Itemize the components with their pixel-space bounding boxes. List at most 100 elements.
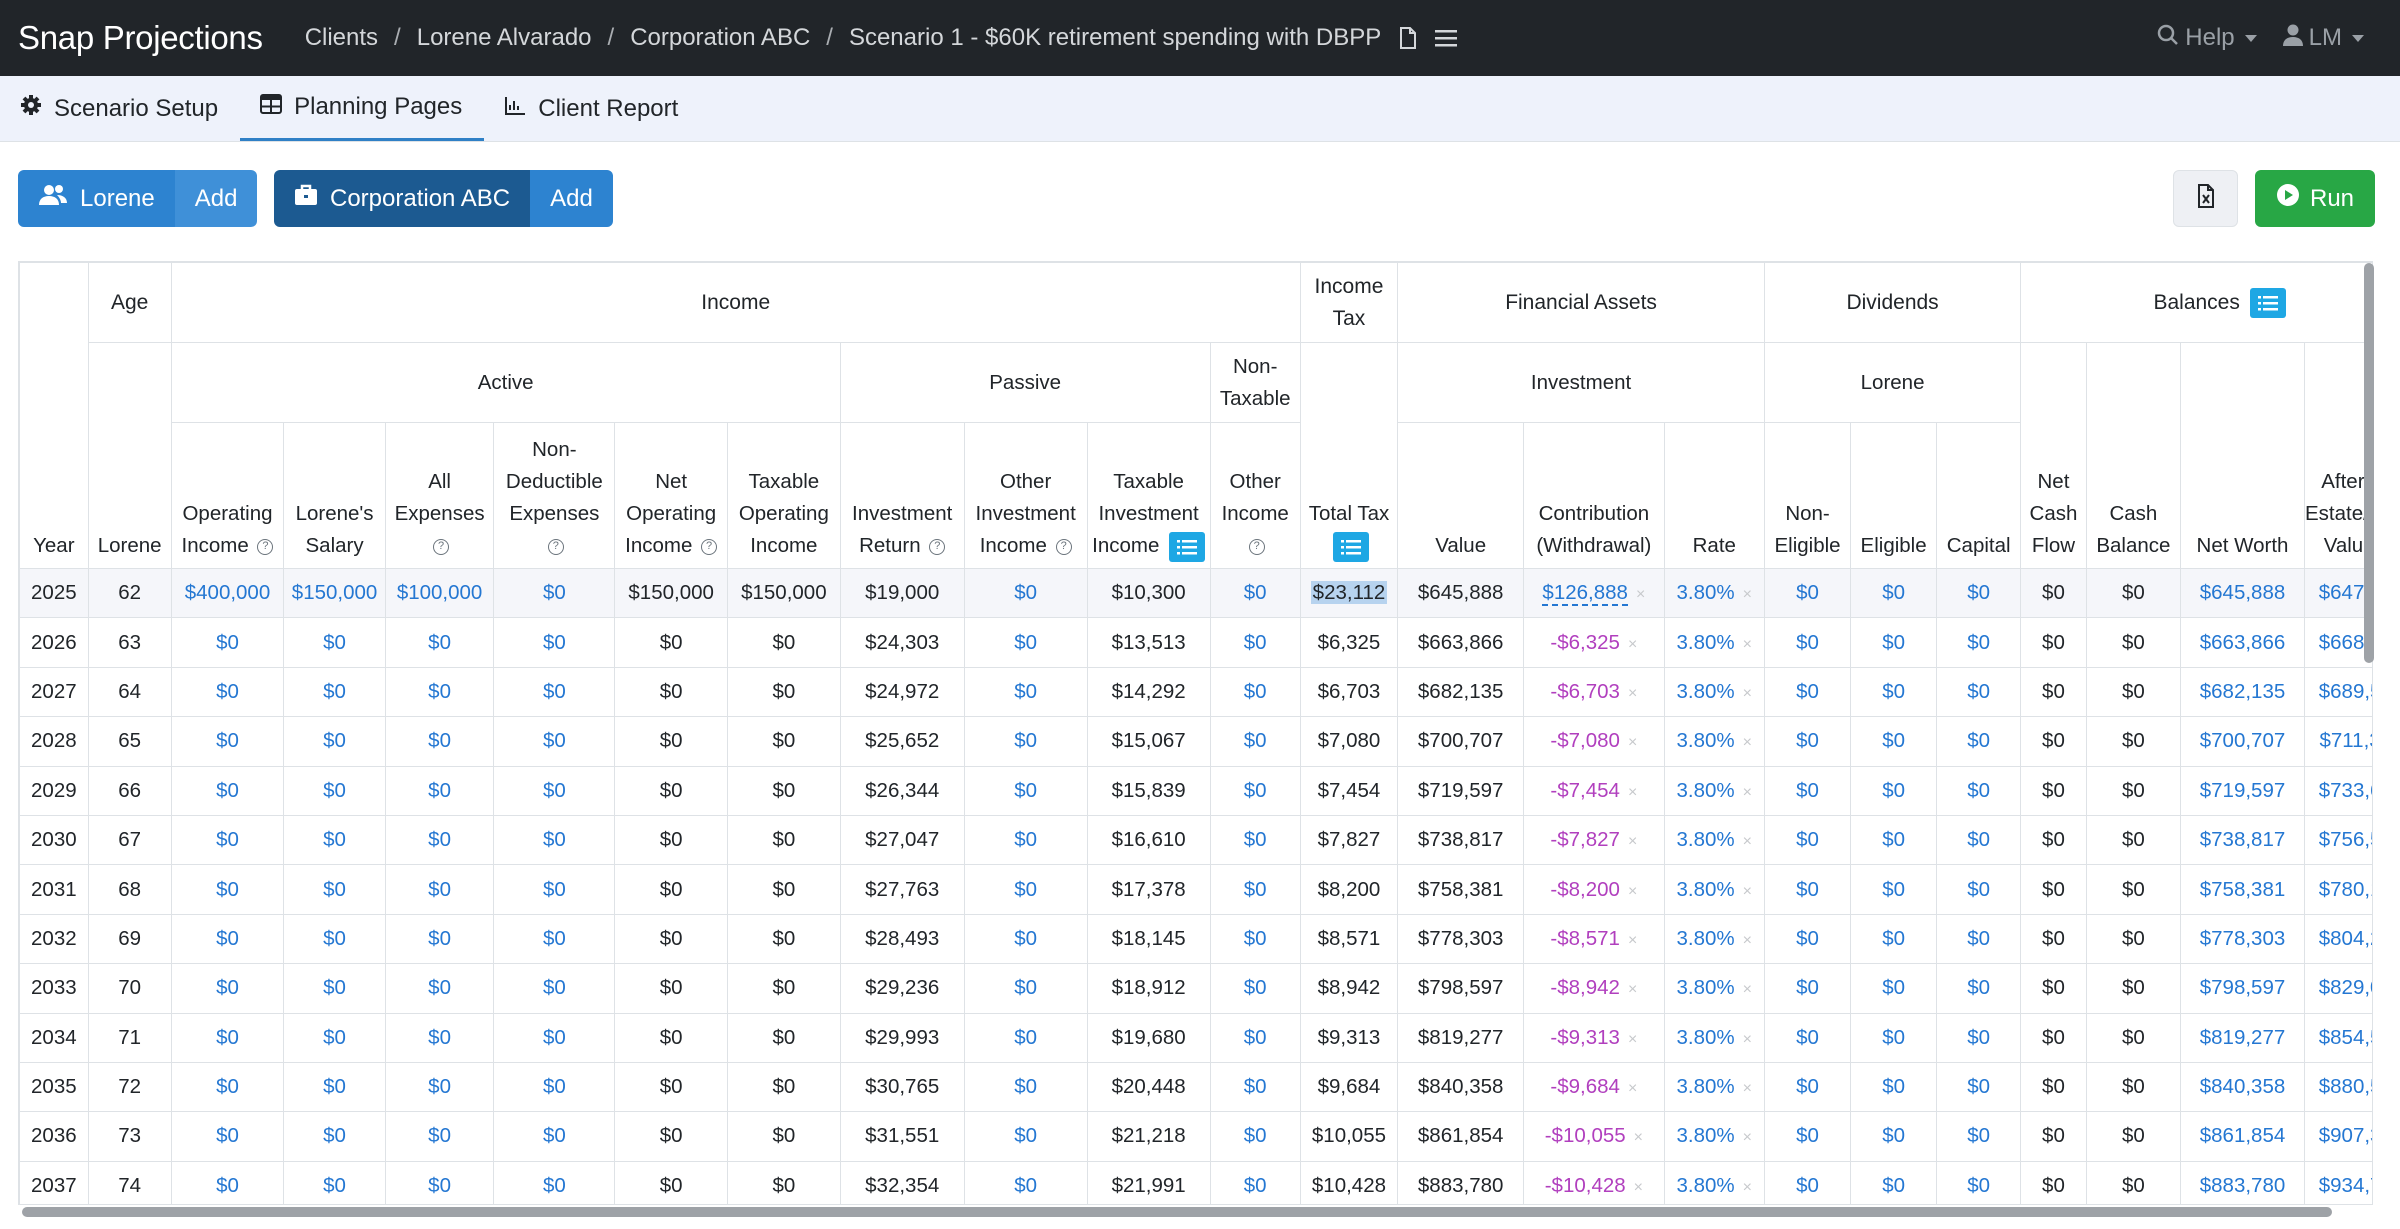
- cell-contribution[interactable]: -$7,080 ×: [1523, 716, 1665, 767]
- cell-contribution[interactable]: $126,888 ×: [1523, 567, 1665, 619]
- cell-rate[interactable]: 3.80% ×: [1663, 963, 1766, 1014]
- col-header-other-investment-income[interactable]: Other Investment Income ?: [963, 422, 1088, 569]
- col-header-operating-income[interactable]: Operating Income ?: [170, 422, 285, 569]
- col-header-taxable-operating-income[interactable]: Taxable Operating Income: [727, 422, 841, 569]
- help-dropdown[interactable]: Help: [2157, 24, 2257, 53]
- cell-capital[interactable]: $0: [1936, 716, 2022, 767]
- cell-non-deductible[interactable]: $0: [493, 963, 616, 1014]
- cell-operating-income[interactable]: $0: [170, 1111, 285, 1162]
- cell-other-income[interactable]: $0: [1209, 1012, 1301, 1063]
- cell-non-eligible[interactable]: $0: [1763, 814, 1852, 866]
- cell-after-tax-estate[interactable]: $934,762: [2304, 1160, 2372, 1204]
- cell-after-tax-estate[interactable]: $829,074: [2304, 963, 2372, 1014]
- cell-after-tax-estate[interactable]: $689,583: [2304, 666, 2372, 718]
- cell-eligible[interactable]: $0: [1850, 864, 1938, 915]
- cell-salary[interactable]: $0: [283, 864, 386, 915]
- col-header-age-person[interactable]: Lorene: [87, 342, 172, 569]
- add-person-button[interactable]: Add: [174, 170, 258, 227]
- cell-capital[interactable]: $0: [1936, 617, 2022, 668]
- total-tax-details-button[interactable]: [1332, 531, 1369, 562]
- cell-capital[interactable]: $0: [1936, 814, 2022, 866]
- cell-after-tax-estate[interactable]: $804,289: [2304, 913, 2372, 965]
- cell-rate[interactable]: 3.80% ×: [1663, 567, 1766, 619]
- user-dropdown[interactable]: LM: [2282, 24, 2364, 53]
- cell-other-investment-income[interactable]: $0: [963, 864, 1088, 915]
- cell-non-eligible[interactable]: $0: [1763, 1111, 1852, 1162]
- cell-rate[interactable]: 3.80% ×: [1663, 716, 1766, 767]
- cell-net-worth[interactable]: $819,277: [2180, 1012, 2305, 1063]
- col-header-net-cash-flow[interactable]: Net Cash Flow: [2020, 342, 2087, 569]
- cell-capital[interactable]: $0: [1936, 765, 2022, 816]
- clear-icon[interactable]: ×: [1742, 882, 1753, 900]
- cell-operating-income[interactable]: $0: [170, 1012, 285, 1063]
- cell-all-expenses[interactable]: $0: [384, 963, 495, 1014]
- cell-non-deductible[interactable]: $0: [493, 617, 616, 668]
- clear-icon[interactable]: ×: [1742, 981, 1753, 999]
- clear-icon[interactable]: ×: [1742, 783, 1753, 801]
- cell-non-eligible[interactable]: $0: [1763, 666, 1852, 718]
- cell-all-expenses[interactable]: $0: [384, 1160, 495, 1204]
- cell-operating-income[interactable]: $0: [170, 716, 285, 767]
- cell-other-income[interactable]: $0: [1209, 1061, 1301, 1113]
- cell-other-income[interactable]: $0: [1209, 963, 1301, 1014]
- cell-salary[interactable]: $0: [283, 617, 386, 668]
- cell-capital[interactable]: $0: [1936, 1160, 2022, 1204]
- cell-rate[interactable]: 3.80% ×: [1663, 864, 1766, 915]
- cell-contribution[interactable]: -$9,684 ×: [1523, 1061, 1665, 1113]
- col-header-after-tax-estate[interactable]: After Tax Estate/Market Value ?: [2304, 342, 2372, 569]
- cell-salary[interactable]: $0: [283, 1111, 386, 1162]
- clear-icon[interactable]: ×: [1635, 586, 1646, 604]
- menu-icon[interactable]: [1435, 29, 1458, 47]
- cell-all-expenses[interactable]: $0: [384, 666, 495, 718]
- cell-non-eligible[interactable]: $0: [1763, 617, 1852, 668]
- cell-eligible[interactable]: $0: [1850, 666, 1938, 718]
- cell-contribution[interactable]: -$10,428 ×: [1523, 1160, 1665, 1204]
- cell-eligible[interactable]: $0: [1850, 567, 1938, 619]
- col-header-year[interactable]: Year: [19, 262, 89, 569]
- help-icon[interactable]: ?: [1055, 538, 1072, 555]
- cell-other-income[interactable]: $0: [1209, 765, 1301, 816]
- cell-non-deductible[interactable]: $0: [493, 1012, 616, 1063]
- col-header-taxable-investment-income[interactable]: Taxable Investment Income: [1086, 422, 1211, 569]
- app-brand[interactable]: Snap Projections: [18, 19, 263, 56]
- col-header-all-expenses[interactable]: All Expenses ?: [384, 422, 495, 569]
- clear-icon[interactable]: ×: [1627, 833, 1638, 851]
- cell-contribution[interactable]: -$8,571 ×: [1523, 913, 1665, 965]
- cell-salary[interactable]: $0: [283, 1160, 386, 1204]
- cell-salary[interactable]: $0: [283, 666, 386, 718]
- cell-non-deductible[interactable]: $0: [493, 1111, 616, 1162]
- clear-icon[interactable]: ×: [1627, 1080, 1638, 1098]
- cell-all-expenses[interactable]: $0: [384, 617, 495, 668]
- cell-net-worth[interactable]: $758,381: [2180, 864, 2305, 915]
- cell-other-investment-income[interactable]: $0: [963, 963, 1088, 1014]
- cell-non-eligible[interactable]: $0: [1763, 716, 1852, 767]
- cell-net-worth[interactable]: $778,303: [2180, 913, 2305, 965]
- cell-operating-income[interactable]: $0: [170, 963, 285, 1014]
- cell-operating-income[interactable]: $0: [170, 666, 285, 718]
- corporation-button[interactable]: Corporation ABC: [274, 170, 531, 227]
- clear-icon[interactable]: ×: [1742, 1030, 1753, 1048]
- cell-non-eligible[interactable]: $0: [1763, 963, 1852, 1014]
- cell-non-eligible[interactable]: $0: [1763, 913, 1852, 965]
- cell-all-expenses[interactable]: $0: [384, 913, 495, 965]
- clear-icon[interactable]: ×: [1627, 734, 1638, 752]
- cell-net-worth[interactable]: $719,597: [2180, 765, 2305, 816]
- cell-capital[interactable]: $0: [1936, 864, 2022, 915]
- clear-icon[interactable]: ×: [1742, 684, 1753, 702]
- cell-after-tax-estate[interactable]: $647,808: [2304, 567, 2372, 619]
- cell-contribution[interactable]: -$6,325 ×: [1523, 617, 1665, 668]
- cell-contribution[interactable]: -$8,200 ×: [1523, 864, 1665, 915]
- cell-eligible[interactable]: $0: [1850, 716, 1938, 767]
- cell-other-income[interactable]: $0: [1209, 567, 1301, 619]
- cell-all-expenses[interactable]: $0: [384, 1111, 495, 1162]
- cell-other-income[interactable]: $0: [1209, 864, 1301, 915]
- cell-after-tax-estate[interactable]: $880,584: [2304, 1061, 2372, 1113]
- cell-salary[interactable]: $0: [283, 814, 386, 866]
- clear-icon[interactable]: ×: [1627, 882, 1638, 900]
- cell-operating-income[interactable]: $0: [170, 864, 285, 915]
- cell-rate[interactable]: 3.80% ×: [1663, 1061, 1766, 1113]
- cell-contribution[interactable]: -$8,942 ×: [1523, 963, 1665, 1014]
- col-header-net-operating-income[interactable]: Net Operating Income ?: [614, 422, 728, 569]
- tab-scenario-setup[interactable]: Scenario Setup: [0, 76, 240, 141]
- cell-other-investment-income[interactable]: $0: [963, 814, 1088, 866]
